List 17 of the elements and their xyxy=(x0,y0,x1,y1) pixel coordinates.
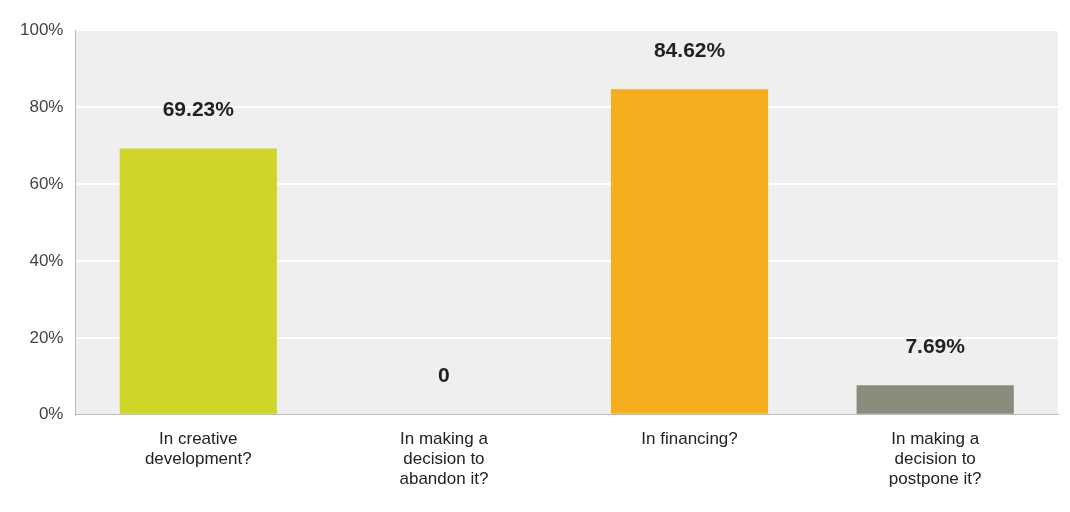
data-label: 0 xyxy=(438,363,450,387)
bar xyxy=(119,148,277,414)
data-label: 84.62% xyxy=(653,37,726,61)
x-tick-label: In making a decision to abandon it? xyxy=(399,428,489,489)
data-label: 7.69% xyxy=(905,333,966,357)
x-tick-label: In financing? xyxy=(641,428,738,448)
bar xyxy=(856,385,1014,414)
y-tick-label: 80% xyxy=(29,96,64,116)
y-tick-label: 40% xyxy=(29,250,64,270)
y-tick-label: 100% xyxy=(20,19,64,39)
y-tick-label: 60% xyxy=(29,173,64,193)
x-tick-label: In making a decision to postpone it? xyxy=(888,428,982,489)
x-tick-label: In creative development? xyxy=(144,428,252,469)
y-tick-label: 20% xyxy=(29,327,64,347)
data-label: 69.23% xyxy=(162,96,235,120)
bar xyxy=(610,89,769,414)
y-tick-label: 0% xyxy=(38,404,64,424)
